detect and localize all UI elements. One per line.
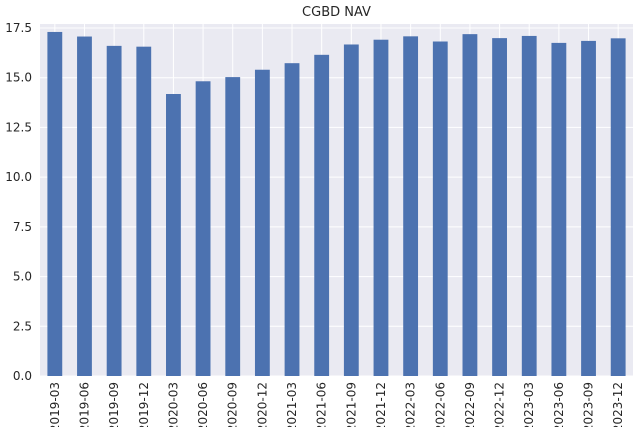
bar-2020-12 — [254, 69, 270, 376]
x-tick-label: 2019-12 — [137, 382, 151, 427]
y-tick-label: 7.5 — [13, 220, 32, 234]
x-tick-label: 2022-06 — [433, 382, 447, 427]
bar-2022-12 — [492, 38, 507, 376]
x-tick-label: 2020-06 — [196, 382, 210, 427]
x-tick-label: 2019-03 — [48, 382, 62, 427]
x-tick-label: 2020-12 — [255, 382, 269, 427]
x-tick-label: 2020-09 — [226, 382, 240, 427]
bar-2019-09 — [106, 45, 122, 377]
x-tick-label: 2023-03 — [522, 382, 536, 427]
bar-2022-03 — [403, 36, 419, 376]
chart-title: CGBD NAV — [302, 5, 371, 20]
x-tick-label: 2023-09 — [582, 382, 596, 427]
plot-area — [40, 24, 633, 376]
y-tick-label: 2.5 — [13, 319, 32, 333]
bar-2021-06 — [314, 54, 330, 376]
bar-2019-03 — [47, 31, 63, 376]
x-tick-label: 2021-03 — [285, 382, 299, 427]
y-tick-label: 10.0 — [5, 170, 32, 184]
bar-2021-09 — [343, 44, 359, 377]
bar-2021-12 — [373, 39, 389, 377]
y-tick-label: 5.0 — [13, 270, 32, 284]
y-tick-label: 15.0 — [5, 71, 32, 85]
bar-2020-09 — [225, 77, 241, 377]
x-tick-label: 2023-06 — [552, 382, 566, 427]
x-tick-label: 2019-06 — [77, 382, 91, 427]
y-tick-label: 0.0 — [13, 369, 32, 383]
x-tick-label: 2021-12 — [374, 382, 388, 427]
y-tick-label: 12.5 — [5, 120, 32, 134]
bar-2019-06 — [77, 36, 92, 377]
bar-2021-03 — [284, 63, 300, 377]
bar-2022-09 — [462, 34, 478, 377]
x-tick-label: 2022-09 — [463, 382, 477, 427]
y-tick-label: 17.5 — [5, 21, 32, 35]
x-tick-label: 2023-12 — [611, 382, 625, 427]
bar-2023-09 — [581, 40, 596, 376]
bar-2022-06 — [432, 41, 448, 377]
x-tick-label: 2022-12 — [493, 382, 507, 427]
bar-2023-06 — [551, 42, 567, 377]
bar-2020-03 — [166, 94, 181, 376]
x-tick-label: 2020-03 — [166, 382, 180, 427]
bar-2023-03 — [521, 35, 537, 377]
bars-group — [47, 31, 626, 377]
x-tick-label: 2021-06 — [315, 382, 329, 427]
bar-2019-12 — [136, 46, 152, 377]
x-tick-label: 2021-09 — [344, 382, 358, 427]
x-tick-label: 2022-03 — [404, 382, 418, 427]
y-axis-ticks: 0.0 2.5 5.0 7.5 10.0 12.5 15.0 17.5 — [5, 21, 32, 383]
x-axis-ticks: 2019-03 2019-06 2019-09 2019-12 2020-03 2020-… — [48, 382, 625, 427]
bar-2023-12 — [610, 38, 626, 377]
x-tick-label: 2019-09 — [107, 382, 121, 427]
bar-2020-06 — [195, 81, 211, 377]
